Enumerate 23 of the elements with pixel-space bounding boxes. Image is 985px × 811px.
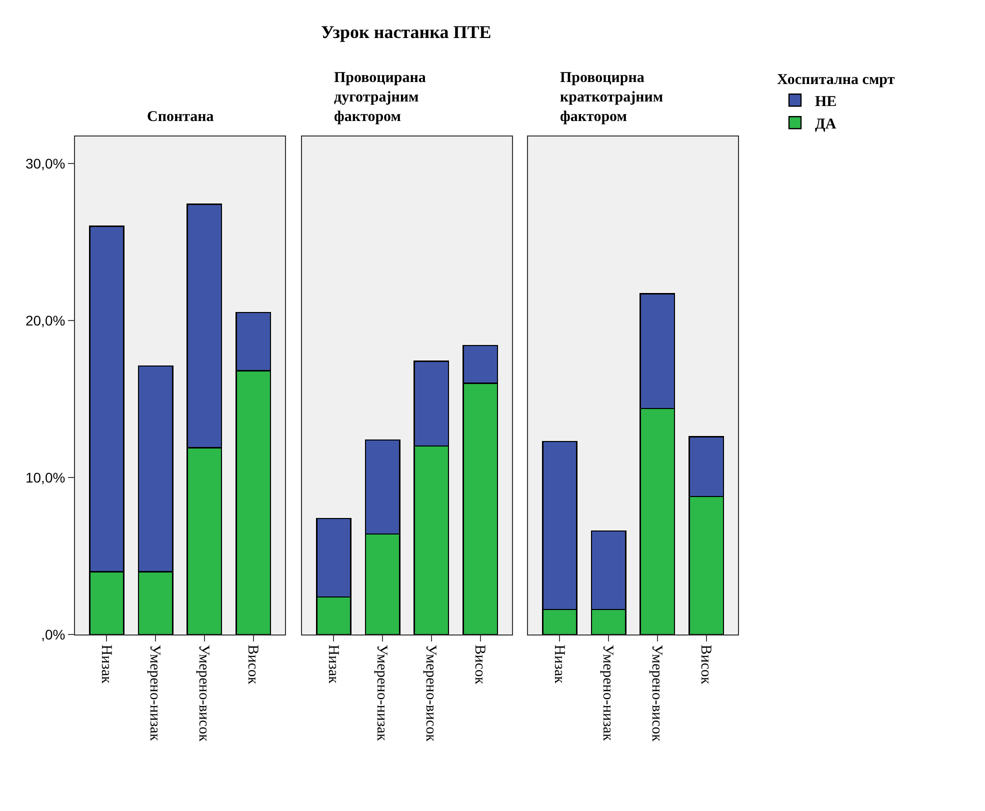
- x-tick-label: Умерено-низак: [146, 644, 163, 742]
- x-tick-label: Висок: [244, 644, 260, 685]
- chart-title: Спонтана: [147, 109, 214, 125]
- y-tick-label: 20,0%: [25, 312, 66, 328]
- chart-title: Провоцирана дуготрајним фактором: [334, 70, 426, 125]
- text: Узрок настанка ПТЕ: [321, 22, 492, 42]
- x-tick-label: Висок: [697, 644, 714, 685]
- y-tick-label: ,0%: [41, 626, 66, 643]
- chart-title: Провоцирна краткотрајним фактором: [560, 70, 664, 125]
- x-tick-label: Умерено-висок: [196, 644, 212, 742]
- legend-label: НЕ: [815, 94, 837, 110]
- legend-label: ДА: [815, 116, 836, 132]
- x-tick-label: Умерено-низак: [374, 644, 390, 742]
- x-tick-label: Висок: [471, 644, 488, 685]
- y-tick-label: 30,0%: [25, 155, 66, 172]
- x-tick-label: Низак: [550, 644, 567, 684]
- x-tick-label: Низак: [324, 644, 341, 684]
- legend-title: Хоспитална смрт: [777, 72, 896, 88]
- x-tick-label: Низак: [98, 644, 114, 684]
- x-tick-label: Умерено-висок: [648, 644, 665, 742]
- y-tick-label: 10,0%: [25, 469, 66, 486]
- x-tick-label: Умерено-висок: [422, 644, 439, 742]
- x-tick-label: Умерено-низак: [600, 644, 616, 742]
